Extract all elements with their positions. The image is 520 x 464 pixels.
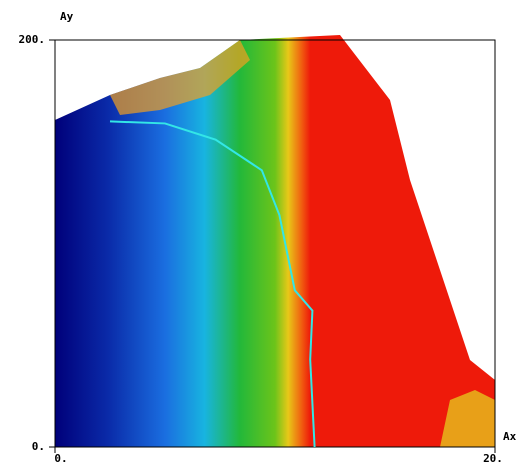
- x-axis-label: Ax: [503, 430, 517, 443]
- plot-frame: [54, 39, 496, 448]
- line-series: [109, 120, 316, 448]
- y-axis-label: Ay: [60, 10, 74, 23]
- stability-region-edge: [110, 40, 250, 115]
- y-tick-label: 0.: [32, 440, 45, 453]
- y-tick-label: 200.: [19, 33, 46, 46]
- x-tick-label: 0.: [54, 452, 67, 464]
- x-tick-label: 20.: [483, 452, 503, 464]
- stability-region: [55, 35, 495, 447]
- outer-region: [440, 390, 495, 447]
